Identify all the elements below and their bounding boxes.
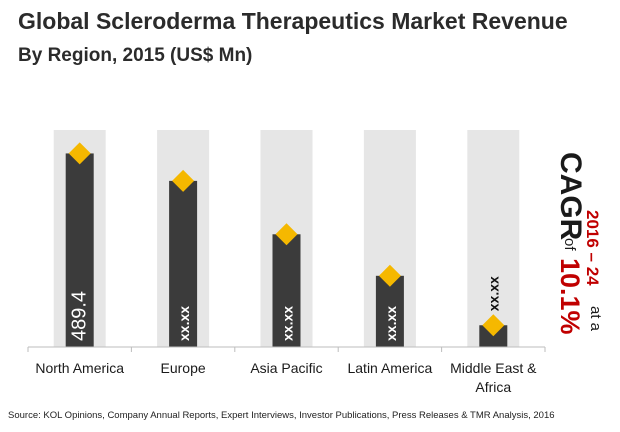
category-label: Europe xyxy=(161,360,206,376)
value-marker-diamond xyxy=(68,142,91,165)
cagr-label: CAGR xyxy=(554,152,587,241)
category-label: Middle East & Africa xyxy=(450,360,537,395)
bar xyxy=(169,180,198,347)
value-marker-diamond xyxy=(482,314,505,337)
value-marker-diamond xyxy=(378,264,401,287)
data-label: xx.xx xyxy=(383,306,399,341)
data-label: xx.xx xyxy=(485,276,501,311)
column-background xyxy=(467,130,520,347)
data-labels: 489.4 xx.xx xx.xx xx.xx xx.xx xyxy=(69,276,502,341)
value-marker-diamond xyxy=(172,169,195,192)
bar xyxy=(65,153,94,347)
source-note: Source: KOL Opinions, Company Annual Rep… xyxy=(8,410,555,421)
cagr-callout: CAGR of 10.1% 2016 – 24 at a xyxy=(554,152,604,335)
value-markers xyxy=(68,142,505,337)
x-axis-ticks xyxy=(27,347,546,352)
bars xyxy=(65,153,508,347)
cagr-of: of xyxy=(561,238,578,251)
cagr-at-a: at a xyxy=(587,306,604,332)
cagr-period: 2016 – 24 xyxy=(583,210,602,286)
bar xyxy=(272,234,301,347)
cagr-value: 10.1% xyxy=(555,258,585,335)
bar xyxy=(375,275,404,347)
category-labels: North America Europe Asia Pacific Latin Ame… xyxy=(35,360,537,395)
data-label: 489.4 xyxy=(69,291,91,341)
chart-title: Global Scleroderma Therapeutics Market R… xyxy=(18,8,568,34)
data-label: xx.xx xyxy=(280,306,296,341)
category-label: North America xyxy=(35,360,124,376)
chart-subtitle: By Region, 2015 (US$ Mn) xyxy=(18,45,253,66)
category-label: Latin America xyxy=(347,360,432,376)
category-label: Asia Pacific xyxy=(250,360,322,376)
value-marker-diamond xyxy=(275,223,298,246)
data-label: xx.xx xyxy=(176,306,192,341)
